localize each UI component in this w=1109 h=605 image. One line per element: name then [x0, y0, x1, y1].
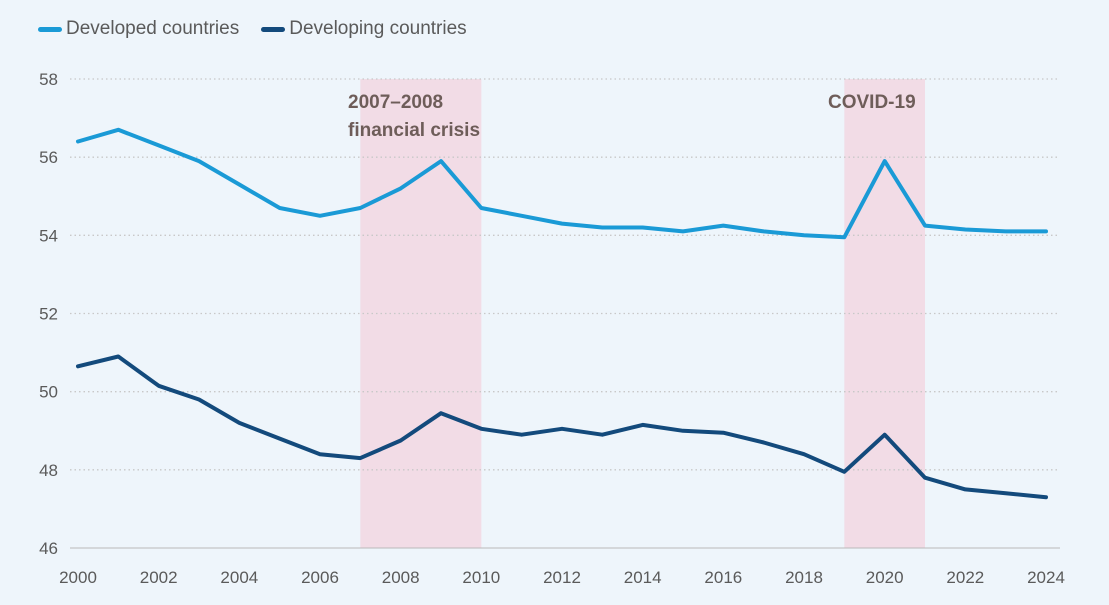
data-point — [116, 354, 120, 359]
x-tick-label: 2010 — [462, 568, 500, 587]
data-point — [399, 438, 403, 443]
data-point — [883, 159, 887, 163]
data-point — [641, 225, 645, 230]
data-point — [76, 364, 80, 368]
y-tick-label: 52 — [39, 305, 58, 324]
data-point — [641, 423, 645, 427]
x-tick-label: 2022 — [946, 568, 984, 587]
x-tick-label: 2024 — [1027, 568, 1065, 587]
data-point — [1004, 229, 1008, 234]
data-point — [197, 159, 201, 163]
data-point — [358, 456, 362, 460]
data-point — [963, 227, 967, 232]
data-point — [278, 206, 282, 210]
data-point — [520, 214, 524, 218]
y-tick-label: 48 — [39, 461, 58, 480]
data-point — [76, 139, 80, 144]
legend-swatch-developing — [261, 26, 286, 32]
y-tick-label: 56 — [39, 148, 58, 167]
data-point — [237, 421, 241, 425]
data-point — [278, 436, 282, 441]
x-tick-label: 2000 — [59, 568, 97, 587]
y-tick-label: 46 — [39, 539, 58, 558]
data-point — [560, 427, 564, 431]
data-point — [923, 476, 927, 480]
x-tick-label: 2006 — [301, 568, 339, 587]
data-point — [963, 487, 967, 491]
data-point — [883, 433, 887, 437]
data-point — [479, 206, 483, 210]
x-tick-label: 2012 — [543, 568, 581, 587]
y-tick-label: 54 — [39, 226, 58, 245]
x-tick-label: 2004 — [220, 568, 258, 587]
data-point — [237, 182, 241, 187]
legend-item-developing: Developing countries — [261, 18, 467, 40]
legend-swatch-developed — [38, 26, 62, 32]
data-point — [116, 128, 120, 132]
shaded-period-0 — [360, 79, 482, 548]
data-point — [842, 470, 846, 474]
data-point — [721, 223, 725, 228]
y-tick-label: 50 — [39, 383, 58, 402]
y-tick-label: 58 — [39, 70, 58, 89]
data-point — [358, 206, 362, 210]
data-point — [842, 235, 846, 239]
data-point — [802, 233, 806, 237]
data-point — [762, 229, 766, 234]
legend-label-developed: Developed countries — [66, 18, 240, 39]
data-point — [1004, 491, 1008, 495]
data-point — [681, 429, 685, 433]
data-point — [157, 384, 161, 388]
data-point — [762, 440, 766, 445]
data-point — [520, 433, 524, 437]
x-tick-label: 2018 — [785, 568, 823, 587]
data-point — [318, 214, 322, 218]
x-tick-label: 2008 — [382, 568, 420, 587]
data-point — [157, 143, 161, 148]
data-point — [439, 159, 443, 163]
annotation-label-0: 2007–2008 financial crisis — [348, 92, 480, 141]
data-point — [399, 186, 403, 191]
data-point — [1044, 229, 1048, 234]
data-point — [600, 433, 604, 437]
annotation-label-1: COVID-19 — [828, 92, 916, 113]
legend: Developed countries Developing countries — [38, 18, 467, 40]
legend-item-developed: Developed countries — [38, 18, 239, 40]
x-tick-label: 2002 — [140, 568, 178, 587]
x-tick-label: 2016 — [704, 568, 742, 587]
data-point — [197, 397, 201, 402]
data-point — [318, 452, 322, 456]
data-point — [560, 222, 564, 226]
data-point — [479, 427, 483, 431]
data-point — [681, 229, 685, 234]
data-point — [802, 452, 806, 456]
data-point — [439, 411, 443, 415]
data-point — [1044, 495, 1048, 499]
data-point — [600, 225, 604, 230]
data-point — [721, 431, 725, 435]
legend-label-developing: Developing countries — [289, 18, 467, 39]
x-tick-label: 2014 — [624, 568, 662, 587]
data-point — [923, 223, 927, 228]
x-tick-label: 2020 — [866, 568, 904, 587]
